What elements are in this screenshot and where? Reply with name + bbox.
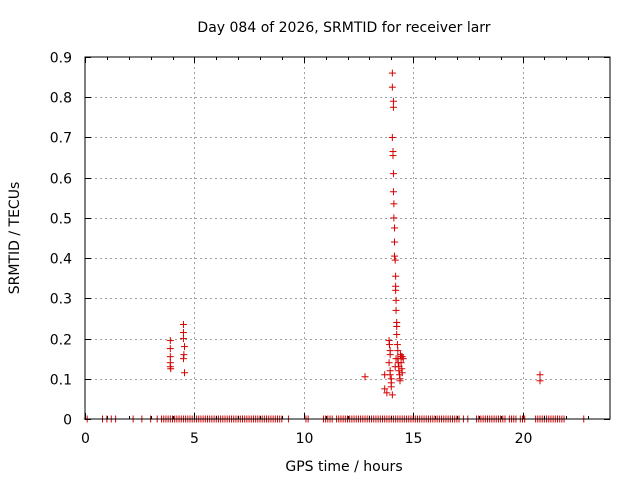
data-point xyxy=(388,69,396,77)
y-axis-label: SRMTID / TECUs xyxy=(7,182,23,295)
data-point xyxy=(393,341,401,349)
axis-ticks xyxy=(85,57,610,420)
data-point xyxy=(391,363,399,371)
grid-lines xyxy=(85,57,610,419)
data-point xyxy=(381,385,389,393)
data-point xyxy=(536,377,544,385)
x-tick-label: 20 xyxy=(515,431,533,447)
y-tick-label: 0 xyxy=(63,413,72,429)
data-point xyxy=(166,337,174,345)
data-point xyxy=(385,359,393,367)
x-tick-label: 5 xyxy=(190,431,199,447)
y-tick-labels: 0 0.1 0.2 0.3 0.4 0.5 0.6 0.7 0.8 0.9 xyxy=(50,51,72,429)
plot-frame xyxy=(84,56,611,420)
x-axis-label: GPS time / hours xyxy=(285,459,402,475)
data-point xyxy=(391,256,399,264)
data-point xyxy=(388,83,396,91)
data-point xyxy=(181,343,189,351)
data-point xyxy=(391,224,399,232)
data-point xyxy=(390,200,398,208)
data-point xyxy=(392,355,400,363)
data-point xyxy=(181,369,189,377)
data-point xyxy=(167,365,175,373)
data-point xyxy=(179,320,187,328)
x-tick-label: 10 xyxy=(296,431,314,447)
data-point xyxy=(179,329,187,337)
y-tick-label: 0.6 xyxy=(50,172,72,188)
data-point xyxy=(361,373,369,381)
y-tick-label: 0.3 xyxy=(50,292,72,308)
data-point xyxy=(388,133,396,141)
data-point xyxy=(389,97,397,105)
y-tick-label: 0.1 xyxy=(50,373,72,389)
data-point xyxy=(386,371,394,379)
y-tick-label: 0.5 xyxy=(50,212,72,228)
data-point xyxy=(390,214,398,222)
data-point xyxy=(386,341,393,349)
data-point xyxy=(179,355,187,363)
y-tick-label: 0.9 xyxy=(50,51,72,67)
data-point xyxy=(389,170,397,178)
data-point xyxy=(393,331,401,339)
data-point xyxy=(388,391,396,399)
chart-title: Day 084 of 2026, SRMTID for receiver lar… xyxy=(197,20,490,36)
data-point xyxy=(386,351,394,359)
data-point xyxy=(398,369,406,377)
data-point xyxy=(393,322,401,330)
data-point xyxy=(392,306,400,314)
data-point xyxy=(389,152,397,160)
y-tick-label: 0.7 xyxy=(50,131,72,147)
data-point xyxy=(399,355,407,363)
data-point xyxy=(392,296,400,304)
data-point xyxy=(389,188,397,196)
data-point xyxy=(387,383,395,391)
data-point xyxy=(166,345,174,353)
data-point xyxy=(166,353,174,361)
data-point xyxy=(396,377,404,385)
x-tick-label: 0 xyxy=(81,431,90,447)
y-tick-label: 0.4 xyxy=(50,252,72,268)
data-point xyxy=(383,389,391,397)
y-tick-label: 0.8 xyxy=(50,91,72,107)
data-point xyxy=(389,103,397,111)
data-point xyxy=(392,286,400,294)
data-point xyxy=(536,371,544,379)
data-point xyxy=(394,347,402,355)
data-point xyxy=(397,359,405,367)
data-point xyxy=(391,252,399,260)
y-tick-label: 0.2 xyxy=(50,333,72,349)
x-tick-label: 15 xyxy=(405,431,423,447)
data-point xyxy=(391,238,399,246)
data-point xyxy=(392,272,400,280)
x-tick-labels: 0 5 10 15 20 xyxy=(81,431,532,447)
data-point xyxy=(179,335,187,343)
